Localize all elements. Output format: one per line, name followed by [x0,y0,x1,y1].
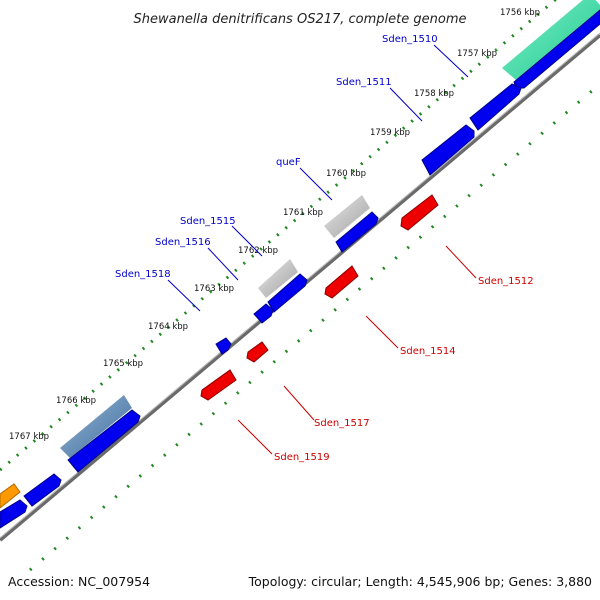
tick-label-1760: 1760 kbp [326,169,366,179]
gene-label-sden1517[interactable]: Sden_1517 [314,418,370,429]
gene-label-sden1515[interactable]: Sden_1515 [180,216,236,227]
cds-forward-1518[interactable] [253,303,274,324]
rna-gray-1515[interactable] [324,195,370,238]
leader-line-queF [299,167,333,201]
tick-label-1762: 1762 kbp [238,246,278,256]
cds-forward-1767[interactable] [67,409,141,473]
cds-forward-queF[interactable] [421,124,475,176]
tick-label-1763: 1763 kbp [194,284,234,294]
leader-line-1511 [389,87,423,122]
tick-label-1759: 1759 kbp [370,128,410,138]
cds-forward-1515[interactable] [335,211,379,253]
tick-label-1767: 1767 kbp [9,432,49,442]
gene-label-queF[interactable]: queF [276,157,301,168]
tick-label-1761: 1761 kbp [283,208,323,218]
leader-line-1510 [433,44,469,78]
tick-label-1765: 1765 kbp [103,359,143,369]
map-title: Shewanella denitrificans OS217, complete… [134,12,467,27]
leader-line-1516 [207,247,239,281]
inner-dotted-track [29,82,600,572]
tick-label-1764: 1764 kbp [148,322,188,332]
feature-orange-left[interactable] [0,483,21,509]
cds-reverse-1514[interactable] [324,265,359,299]
gene-label-sden1510[interactable]: Sden_1510 [382,34,438,45]
gene-label-sden1516[interactable]: Sden_1516 [155,237,211,248]
gene-label-sden1519[interactable]: Sden_1519 [274,452,330,463]
cds-forward-left-2[interactable] [0,499,28,529]
leader-line-1514 [365,315,399,349]
cds-forward-small[interactable] [215,337,232,355]
feature-green-1510[interactable] [502,0,600,80]
rna-gray-1516[interactable] [258,259,298,298]
cds-forward-left-1[interactable] [23,473,62,507]
leader-line-1515 [231,225,263,257]
gene-label-sden1518[interactable]: Sden_1518 [115,269,171,280]
leader-line-1517 [283,385,315,421]
tick-label-1757: 1757 kbp [457,49,497,59]
tick-label-1758: 1758 kbp [414,89,454,99]
tick-label-1756: 1756 kbp [500,8,540,18]
cds-reverse-1519[interactable] [200,369,237,401]
gene-label-sden1514[interactable]: Sden_1514 [400,346,456,357]
genome-summary-text: Topology: circular; Length: 4,545,906 bp… [248,574,592,589]
feature-steel-1767[interactable] [60,395,132,458]
gene-label-sden1512[interactable]: Sden_1512 [478,276,534,287]
accession-text: Accession: NC_007954 [8,574,150,589]
cds-reverse-1517[interactable] [246,341,269,363]
leader-line-1519 [237,419,273,455]
gene-label-sden1511[interactable]: Sden_1511 [336,77,392,88]
cds-forward-1511[interactable] [469,83,522,131]
leader-line-1512 [445,245,477,279]
cds-reverse-1512[interactable] [400,194,439,231]
tick-label-1766: 1766 kbp [56,396,96,406]
leader-line-1518 [167,279,201,312]
